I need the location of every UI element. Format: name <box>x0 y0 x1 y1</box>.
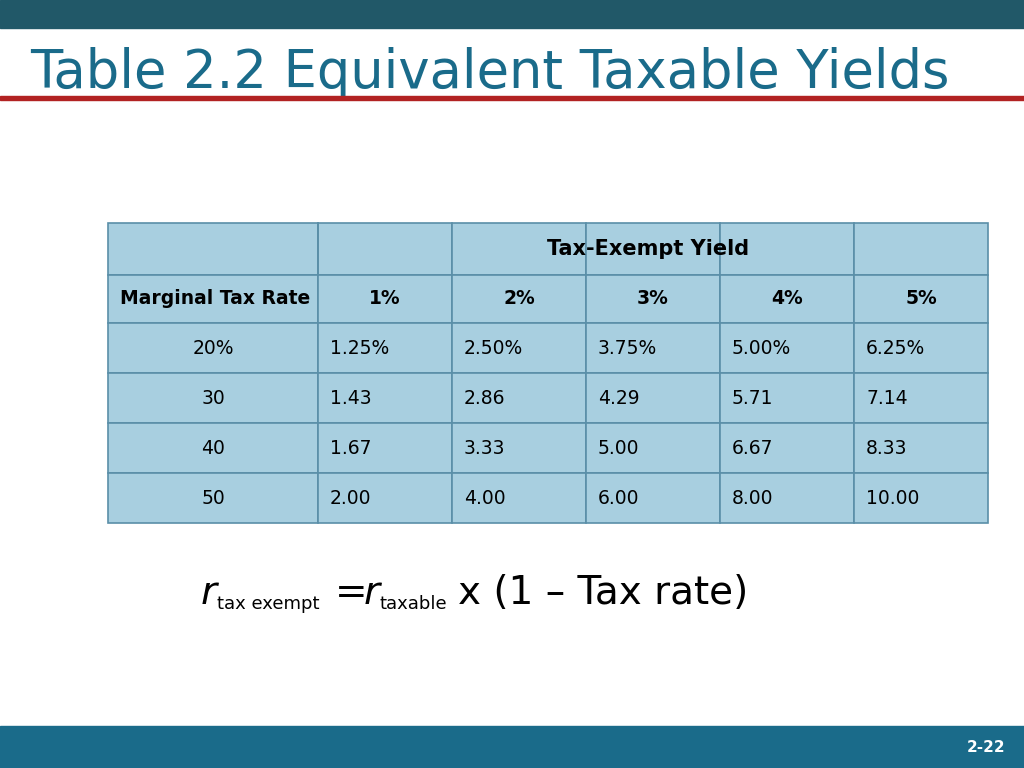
Bar <box>452 473 586 523</box>
Bar <box>108 473 318 523</box>
Text: 10.00: 10.00 <box>866 488 920 508</box>
Text: tax exempt: tax exempt <box>217 595 319 613</box>
Text: 8.00: 8.00 <box>732 488 773 508</box>
Text: 4.29: 4.29 <box>598 389 640 408</box>
Text: 1.43: 1.43 <box>330 389 372 408</box>
Text: 8.33: 8.33 <box>866 439 907 458</box>
Bar <box>318 473 452 523</box>
Text: 50: 50 <box>201 488 225 508</box>
Text: 5.00: 5.00 <box>598 439 640 458</box>
Bar <box>720 275 854 323</box>
Bar <box>452 223 586 275</box>
Bar <box>720 323 854 373</box>
Bar <box>586 323 720 373</box>
Bar <box>108 423 318 473</box>
Bar <box>720 373 854 423</box>
Text: 30: 30 <box>201 389 225 408</box>
Bar <box>854 323 988 373</box>
Bar <box>586 275 720 323</box>
Bar <box>108 275 318 323</box>
Bar <box>854 275 988 323</box>
Text: 3.33: 3.33 <box>464 439 506 458</box>
Bar <box>452 275 586 323</box>
Bar <box>586 373 720 423</box>
Bar <box>586 223 720 275</box>
Text: 1.67: 1.67 <box>330 439 372 458</box>
Bar <box>318 275 452 323</box>
Text: x (1 – Tax rate): x (1 – Tax rate) <box>458 574 749 612</box>
Text: 2.86: 2.86 <box>464 389 506 408</box>
Bar <box>108 223 318 275</box>
Bar <box>0 96 1024 100</box>
Text: taxable: taxable <box>380 595 447 613</box>
Bar <box>452 373 586 423</box>
Text: $r$: $r$ <box>362 574 383 612</box>
Text: 1%: 1% <box>370 290 400 309</box>
Bar <box>720 223 854 275</box>
Text: 7.14: 7.14 <box>866 389 907 408</box>
Text: 4.00: 4.00 <box>464 488 506 508</box>
Text: 6.00: 6.00 <box>598 488 640 508</box>
Bar <box>720 473 854 523</box>
Text: Marginal Tax Rate: Marginal Tax Rate <box>120 290 310 309</box>
Bar <box>452 423 586 473</box>
Text: Tax-Exempt Yield: Tax-Exempt Yield <box>547 239 750 259</box>
Text: 5%: 5% <box>905 290 937 309</box>
Text: 6.67: 6.67 <box>732 439 773 458</box>
Bar <box>452 323 586 373</box>
Bar <box>854 373 988 423</box>
Bar <box>318 373 452 423</box>
Text: 6.25%: 6.25% <box>866 339 926 357</box>
Text: 3%: 3% <box>637 290 669 309</box>
Bar <box>586 473 720 523</box>
Text: Table 2.2 Equivalent Taxable Yields: Table 2.2 Equivalent Taxable Yields <box>30 47 949 99</box>
Text: 2.50%: 2.50% <box>464 339 523 357</box>
Text: 2-22: 2-22 <box>967 740 1005 754</box>
Bar <box>108 373 318 423</box>
Text: 5.71: 5.71 <box>732 389 773 408</box>
Text: 2%: 2% <box>503 290 535 309</box>
Bar <box>318 423 452 473</box>
Bar <box>854 423 988 473</box>
Bar <box>854 473 988 523</box>
Bar <box>586 423 720 473</box>
Text: 2.00: 2.00 <box>330 488 372 508</box>
Bar <box>0 0 1024 28</box>
Text: 1.25%: 1.25% <box>330 339 389 357</box>
Bar <box>318 323 452 373</box>
Bar <box>720 423 854 473</box>
Text: 3.75%: 3.75% <box>598 339 657 357</box>
Bar <box>0 726 1024 768</box>
Text: 40: 40 <box>201 439 225 458</box>
Text: $r$: $r$ <box>200 574 220 612</box>
Text: =: = <box>335 574 368 612</box>
Text: 5.00%: 5.00% <box>732 339 792 357</box>
Text: 20%: 20% <box>193 339 233 357</box>
Text: 4%: 4% <box>771 290 803 309</box>
Bar <box>108 323 318 373</box>
Bar <box>854 223 988 275</box>
Bar <box>318 223 452 275</box>
